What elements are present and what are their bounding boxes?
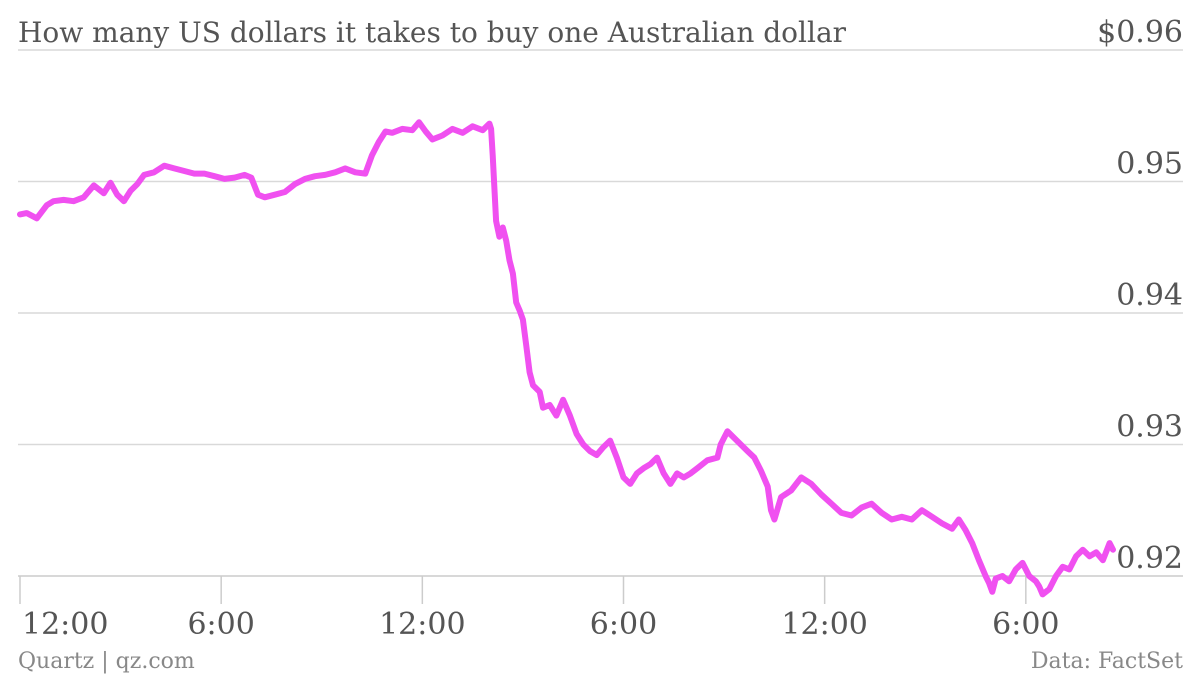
chart-title: How many US dollars it takes to buy one … <box>18 16 847 49</box>
x-axis: 12:00 6:00 12:00 6:00 12:00 6:00 <box>19 576 1060 642</box>
y-tick-label: 0.94 <box>1116 278 1183 313</box>
y-tick-label: 0.93 <box>1116 410 1183 445</box>
x-tick-label: 12:00 <box>22 607 108 642</box>
x-tick-label: 12:00 <box>781 607 867 642</box>
y-tick-label: 0.95 <box>1116 147 1183 182</box>
y-axis-ticks: $0.96 0.95 0.94 0.93 0.92 <box>1097 15 1183 576</box>
x-tick-label: 12:00 <box>379 607 465 642</box>
x-tick-label: 6:00 <box>992 607 1059 642</box>
data-source: Data: FactSet <box>1031 649 1183 674</box>
x-tick-label: 6:00 <box>590 607 657 642</box>
y-tick-label: 0.92 <box>1116 541 1183 576</box>
series-group <box>17 119 1116 598</box>
y-tick-label: $0.96 <box>1097 15 1183 50</box>
x-tick-label: 6:00 <box>187 607 254 642</box>
source-credit: Quartz | qz.com <box>18 649 195 674</box>
series-line <box>17 119 1116 598</box>
gridlines <box>18 49 1183 577</box>
